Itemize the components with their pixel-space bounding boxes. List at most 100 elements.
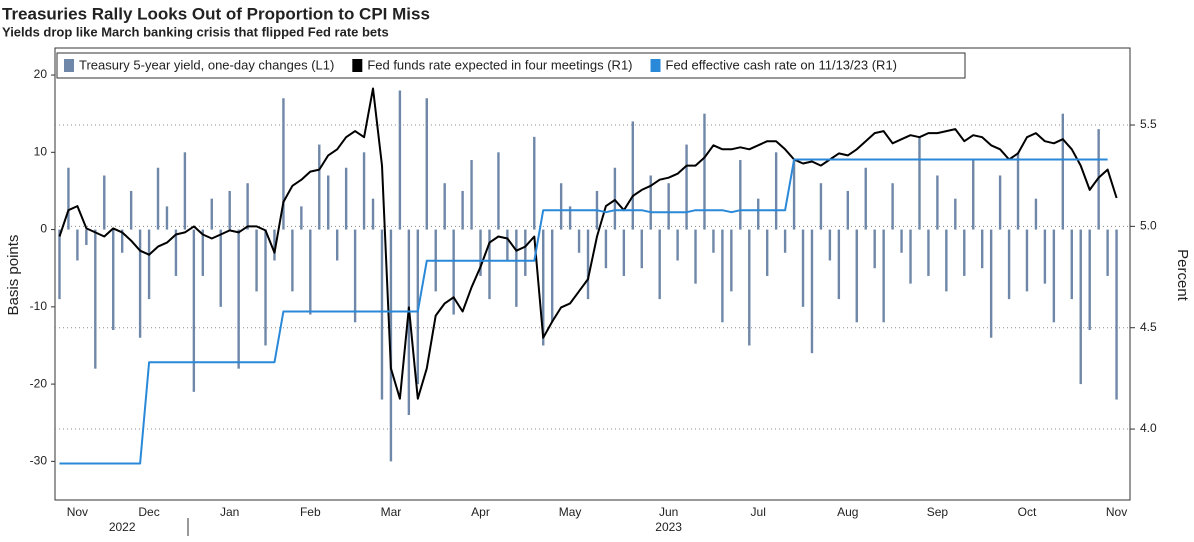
bar <box>972 160 975 230</box>
chart-title: Treasuries Rally Looks Out of Proportion… <box>2 4 430 23</box>
bar <box>936 175 939 230</box>
bar <box>85 229 88 246</box>
bar <box>228 190 231 230</box>
legend-swatch <box>352 59 363 72</box>
bar <box>1007 229 1011 300</box>
bar <box>1115 229 1118 400</box>
bar <box>389 229 393 462</box>
bar <box>1016 152 1020 230</box>
bar <box>918 136 921 230</box>
chart-subtitle: Yields drop like March banking crisis th… <box>2 24 389 39</box>
bar <box>1043 229 1047 284</box>
bar <box>344 167 348 230</box>
bar <box>1034 198 1038 230</box>
bar <box>837 229 841 300</box>
bar <box>407 229 411 416</box>
bar <box>1079 229 1082 385</box>
bar <box>774 152 778 230</box>
bar <box>577 229 581 253</box>
x-tick-label: Aug <box>837 505 858 519</box>
bar <box>604 229 608 269</box>
bar <box>550 229 554 323</box>
bar <box>246 183 249 230</box>
bar <box>900 229 903 253</box>
bar <box>1088 229 1091 331</box>
bar <box>1061 113 1065 230</box>
x-tick-label: Jan <box>220 505 239 519</box>
bar <box>542 229 545 346</box>
y-tick-label: 10 <box>34 144 48 158</box>
legend-box <box>56 52 966 79</box>
bar <box>748 229 751 346</box>
bar <box>828 229 832 261</box>
bar <box>452 229 455 315</box>
bar <box>300 206 303 230</box>
bar <box>380 229 384 400</box>
bar <box>676 229 679 261</box>
bar <box>533 136 536 230</box>
bar <box>309 229 312 315</box>
bar <box>201 229 205 276</box>
x-tick-label: Jul <box>751 505 766 519</box>
bar <box>963 229 966 276</box>
x-tick-label: Nov <box>1106 505 1127 519</box>
line <box>59 158 1108 465</box>
bar <box>282 98 285 230</box>
x-tick-label: Apr <box>471 505 490 519</box>
line <box>58 87 1118 400</box>
y-tick-label: -20 <box>30 376 48 390</box>
bar <box>255 229 258 292</box>
bar <box>174 229 178 276</box>
bar <box>927 229 930 276</box>
bar <box>327 175 330 230</box>
bar <box>721 229 724 323</box>
y2-tick-label: 4.5 <box>1140 320 1157 334</box>
bar <box>371 198 375 230</box>
x-tick-label: Sep <box>927 505 949 519</box>
bar <box>335 229 339 261</box>
bar <box>291 229 294 292</box>
x-tick-label: Dec <box>138 505 159 519</box>
bar <box>801 229 805 307</box>
bar <box>559 183 563 230</box>
y-tick-label: 0 <box>40 222 47 236</box>
bar <box>461 190 464 230</box>
bar <box>891 183 894 230</box>
bar <box>810 229 814 354</box>
y2-tick-label: 5.0 <box>1140 219 1157 233</box>
bar <box>568 206 572 230</box>
y2-tick-label: 4.0 <box>1140 421 1157 435</box>
bar <box>129 190 133 230</box>
y-tick-label: -30 <box>30 454 48 468</box>
y2-axis-label: Percent <box>1174 249 1191 302</box>
bar <box>470 160 473 230</box>
bar <box>631 121 635 230</box>
bar <box>640 229 643 269</box>
bar <box>739 160 742 230</box>
bar <box>685 144 688 230</box>
x-tick-label: May <box>559 505 582 519</box>
x-tick-label: Nov <box>67 505 88 519</box>
bar <box>156 167 160 230</box>
bar <box>103 175 106 230</box>
legend-label: Fed effective cash rate on 11/13/23 (R1) <box>666 57 898 72</box>
bar <box>864 167 867 230</box>
bar <box>318 144 321 230</box>
x-tick-label: Oct <box>1018 505 1037 519</box>
bar <box>757 198 760 230</box>
bar <box>165 206 169 230</box>
bar <box>506 229 509 261</box>
x-tick-label: Jun <box>659 505 678 519</box>
legend-label: Fed funds rate expected in four meetings… <box>367 57 632 72</box>
bar <box>425 98 428 230</box>
bar <box>1070 229 1073 300</box>
bar <box>622 229 626 276</box>
bar <box>76 229 79 261</box>
y-tick-label: -10 <box>30 299 48 313</box>
bar <box>443 183 446 230</box>
bar <box>658 229 661 300</box>
bar <box>362 152 366 230</box>
bar <box>120 229 124 253</box>
bar <box>989 229 993 338</box>
bar <box>783 229 787 253</box>
